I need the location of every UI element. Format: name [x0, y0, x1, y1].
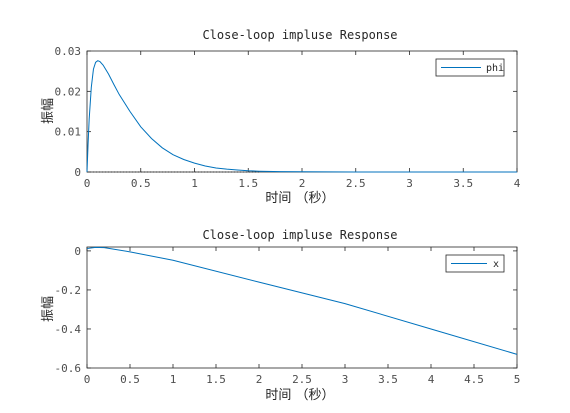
top-x-axis-label: 时间 （秒）	[265, 191, 334, 206]
x-tick-label: 0	[84, 177, 91, 190]
series-line-phi	[86, 60, 517, 173]
top-x-ticks: 0 0.5 1 1.5 2 2.5 3 3.5 4	[84, 51, 521, 190]
x-tick-label: 0.5	[131, 177, 151, 190]
bottom-y-axis-label: 振幅	[41, 296, 56, 322]
y-tick-label: -0.2	[55, 284, 82, 297]
x-tick-label: 3.5	[453, 177, 473, 190]
bottom-x-ticks: 0 0.5 1 1.5 2 2.5 3 3.5 4 4.5 5	[84, 247, 521, 386]
bottom-series-layer	[86, 246, 518, 355]
x-tick-label: 0	[84, 373, 91, 386]
x-tick-label: 4	[428, 373, 435, 386]
x-tick-label: 3.5	[378, 373, 398, 386]
y-tick-label: 0.02	[55, 85, 82, 98]
top-legend: phi	[435, 58, 505, 77]
x-tick-label: 3	[342, 373, 349, 386]
top-chart-title: Close-loop impluse Response	[202, 28, 397, 42]
bottom-y-ticks: 0 -0.2 -0.4 -0.6	[55, 245, 517, 375]
y-tick-label: 0	[74, 245, 81, 258]
x-tick-label: 2.5	[292, 373, 312, 386]
x-tick-label: 3	[406, 177, 413, 190]
bottom-x-axis-label: 时间 （秒）	[265, 388, 334, 403]
x-tick-label: 1.5	[238, 177, 258, 190]
top-y-ticks: 0 0.01 0.02 0.03	[55, 45, 517, 179]
top-series-layer	[86, 60, 517, 173]
x-tick-label: 2.5	[346, 177, 366, 190]
x-tick-label: 1	[170, 373, 177, 386]
bottom-legend: x	[445, 254, 505, 273]
x-tick-label: 4.5	[464, 373, 484, 386]
y-tick-label: 0.03	[55, 45, 82, 58]
y-tick-label: 0	[74, 166, 81, 179]
series-line-x	[86, 246, 518, 355]
top-subplot: Close-loop impluse Response 0 0.5 1 1.5 2 2.5…	[41, 28, 521, 206]
y-tick-label: -0.6	[55, 362, 82, 375]
x-tick-label: 2	[256, 373, 263, 386]
x-tick-label: 4	[514, 177, 521, 190]
x-tick-label: 2	[299, 177, 306, 190]
x-tick-label: 5	[514, 373, 521, 386]
x-tick-label: 1.5	[206, 373, 226, 386]
y-tick-label: 0.01	[55, 126, 82, 139]
y-tick-label: -0.4	[55, 323, 82, 336]
bottom-legend-label: x	[493, 259, 499, 270]
top-legend-label: phi	[486, 63, 504, 74]
bottom-chart-title: Close-loop impluse Response	[202, 228, 397, 242]
top-y-axis-label: 振幅	[41, 98, 56, 124]
x-tick-label: 0.5	[120, 373, 140, 386]
x-tick-label: 1	[191, 177, 198, 190]
bottom-subplot: Close-loop impluse Response 0 0.5 1 1.5 2 2.5…	[41, 228, 520, 403]
